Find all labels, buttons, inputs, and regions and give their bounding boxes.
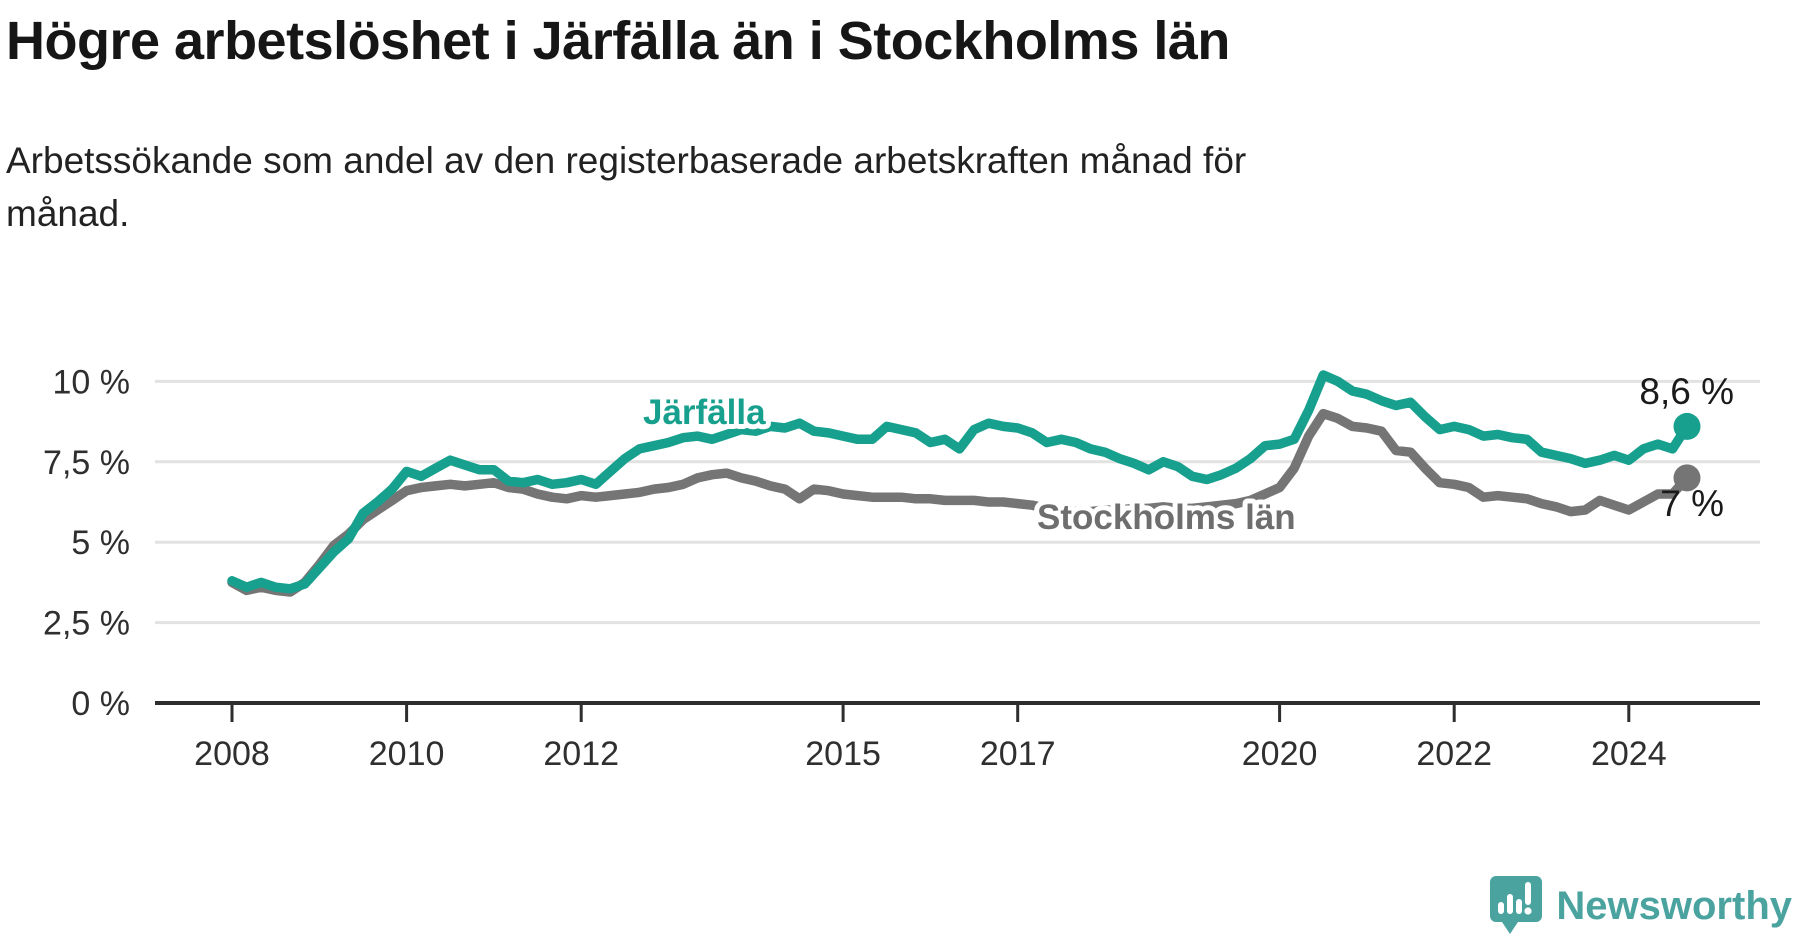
j-rf-lla-end-value: 8,6 %: [1639, 371, 1734, 412]
bar-2: [1507, 894, 1514, 914]
x-tick-label: 2022: [1416, 735, 1492, 773]
chart-subtitle: Arbetssökande som andel av den registerb…: [6, 134, 1246, 240]
exclamation-dot: [1524, 907, 1532, 915]
subtitle-line-2: månad.: [6, 193, 130, 234]
newsworthy-icon: [1490, 876, 1543, 934]
y-axis-label: 7,5 %: [43, 444, 130, 482]
j-rf-lla-label: Järfälla: [643, 393, 766, 432]
j-rf-lla-end-dot: [1673, 412, 1701, 440]
x-tick-label: 2017: [980, 735, 1056, 773]
bar-3: [1516, 899, 1523, 914]
x-tick-label: 2008: [194, 735, 270, 773]
stockholms-l-n-end-value: 7 %: [1660, 483, 1724, 524]
x-tick-label: 2020: [1242, 735, 1318, 773]
x-tick-label: 2012: [543, 735, 619, 773]
j-rf-lla-line: [227, 370, 1692, 594]
stockholms-l-n-label: Stockholms län: [1037, 498, 1296, 537]
exclamation-bar: [1525, 882, 1532, 905]
y-axis-label: 0 %: [71, 685, 130, 723]
y-axis-label: 2,5 %: [43, 605, 130, 643]
newsworthy-wordmark: Newsworthy: [1556, 883, 1792, 928]
y-axis-label: 10 %: [53, 363, 131, 401]
bar-1: [1498, 902, 1505, 914]
chart-title: Högre arbetslöshet i Järfälla än i Stock…: [6, 11, 1230, 71]
x-tick-label: 2010: [369, 735, 445, 773]
subtitle-line-1: Arbetssökande som andel av den registerb…: [6, 140, 1247, 181]
x-tick-label: 2015: [805, 735, 881, 773]
x-tick-label: 2024: [1591, 735, 1667, 773]
y-axis-label: 5 %: [71, 524, 130, 562]
newsworthy-logo: Newsworthy: [1490, 874, 1792, 938]
stockholms-l-n-line: [227, 408, 1692, 597]
stockholms-l-n-end-dot: [1673, 464, 1701, 492]
